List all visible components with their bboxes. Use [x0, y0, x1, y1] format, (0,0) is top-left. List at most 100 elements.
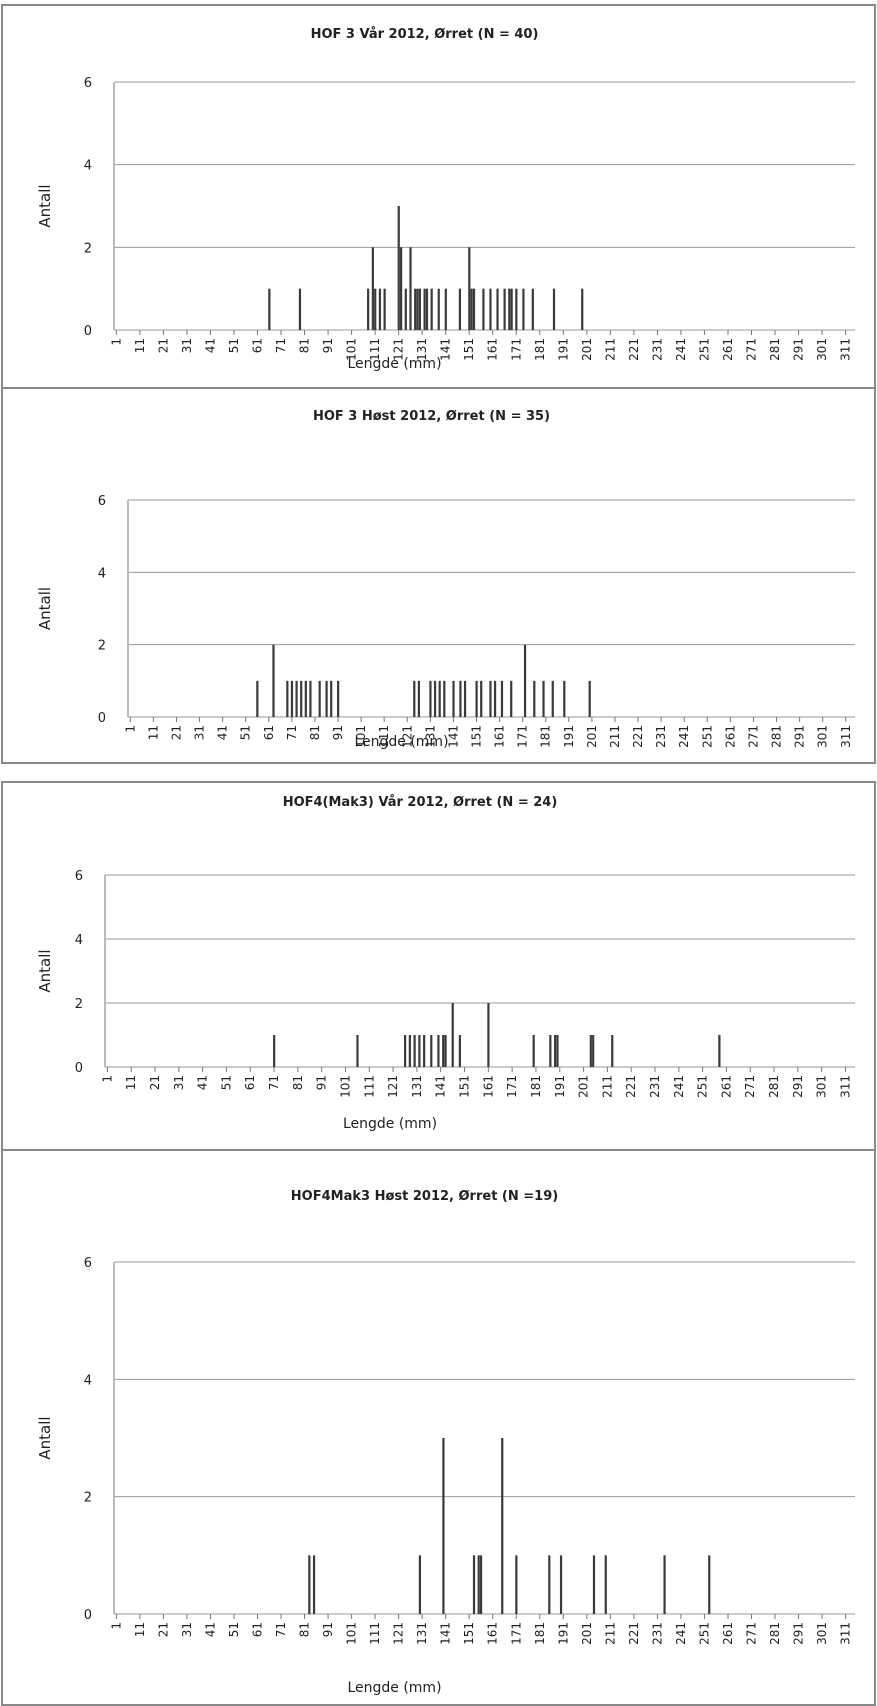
y-axis-label: Antall [36, 949, 54, 992]
bar [444, 288, 447, 330]
x-tick-label: 71 [267, 1075, 281, 1090]
x-tick-label: 21 [156, 338, 170, 353]
chart-title: HOF4(Mak3) Vår 2012, Ørret (N = 24) [283, 795, 558, 810]
x-tick-label: 271 [744, 1622, 758, 1645]
x-tick-label: 231 [650, 338, 664, 361]
y-axis-label: Antall [36, 587, 54, 630]
bar [480, 680, 483, 717]
x-tick-label: 221 [631, 725, 645, 748]
chart-title: HOF4Mak3 Høst 2012, Ørret (N =19) [291, 1189, 558, 1204]
x-tick-label: 51 [219, 1075, 233, 1090]
x-tick-label: 81 [308, 725, 322, 740]
bar [533, 680, 536, 717]
bar [268, 288, 271, 330]
bar [272, 644, 275, 717]
x-tick-label: 11 [133, 338, 147, 353]
x-tick-label: 181 [533, 338, 547, 361]
bar [300, 680, 303, 717]
bar [429, 680, 432, 717]
x-tick-label: 311 [838, 1075, 852, 1098]
x-tick-label: 291 [792, 338, 806, 361]
bar [549, 1035, 552, 1067]
bar [290, 680, 294, 717]
x-tick-label: 41 [203, 338, 217, 353]
bar [531, 288, 534, 330]
x-tick-label: 51 [227, 1622, 241, 1637]
x-tick-label: 311 [839, 1622, 853, 1645]
bar [523, 644, 527, 717]
x-tick-label: 131 [423, 725, 437, 748]
x-tick-label: 71 [274, 1622, 288, 1637]
x-tick-label: 161 [493, 725, 507, 748]
x-tick-label: 161 [486, 338, 500, 361]
x-tick-label: 11 [124, 1075, 138, 1090]
bar [501, 1438, 504, 1614]
y-axis-label: Antall [36, 184, 54, 227]
x-tick-label: 251 [697, 1622, 711, 1645]
x-tick-label: 211 [603, 1622, 617, 1645]
x-tick-label: 261 [721, 1622, 735, 1645]
x-tick-label: 251 [696, 1075, 710, 1098]
bar [479, 1555, 483, 1614]
x-tick-label: 141 [439, 1622, 453, 1645]
x-tick-label: 311 [839, 338, 853, 361]
x-tick-label: 1 [109, 338, 123, 346]
bar [418, 288, 422, 330]
bar [588, 680, 591, 717]
x-tick-label: 261 [719, 1075, 733, 1098]
y-tick-label: 4 [84, 1373, 92, 1388]
x-tick-label: 301 [815, 1075, 829, 1098]
bar [663, 1555, 666, 1614]
bar [489, 680, 492, 717]
bar [430, 288, 433, 330]
bar [413, 680, 416, 717]
x-tick-label: 11 [146, 725, 160, 740]
bar [463, 680, 467, 717]
x-tick-label: 81 [298, 338, 312, 353]
y-tick-label: 2 [84, 1491, 92, 1506]
bar [308, 1555, 311, 1614]
bar [438, 680, 441, 717]
x-tick-label: 171 [509, 338, 523, 361]
panel-frame [1, 387, 876, 764]
x-axis-label: Lengde (mm) [347, 356, 441, 372]
x-tick-label: 191 [556, 338, 570, 361]
x-tick-label: 201 [580, 1622, 594, 1645]
bar [452, 680, 455, 717]
bar [515, 288, 518, 330]
y-tick-label: 2 [98, 639, 106, 654]
bar [399, 247, 403, 330]
bar [423, 288, 426, 330]
y-tick-label: 0 [84, 324, 92, 339]
x-axis-label: Lengde (mm) [347, 1680, 441, 1696]
x-tick-label: 281 [767, 1075, 781, 1098]
x-tick-label: 71 [274, 338, 288, 353]
bar [423, 1035, 426, 1067]
bar [496, 288, 499, 330]
bar [433, 680, 437, 717]
bar [418, 1035, 421, 1067]
y-tick-label: 0 [84, 1608, 92, 1623]
x-tick-label: 231 [648, 1075, 662, 1098]
x-tick-label: 121 [400, 725, 414, 748]
bar [256, 680, 259, 717]
x-tick-label: 191 [556, 1622, 570, 1645]
x-axis-label: Lengde (mm) [343, 1116, 437, 1132]
x-tick-label: 281 [768, 338, 782, 361]
bar [413, 1035, 416, 1067]
bar [408, 1035, 411, 1067]
x-tick-label: 211 [600, 1075, 614, 1098]
y-tick-label: 4 [84, 159, 92, 174]
bar [542, 680, 545, 717]
bar [470, 288, 473, 330]
x-tick-label: 251 [697, 338, 711, 361]
y-tick-label: 0 [75, 1061, 83, 1076]
x-tick-label: 291 [792, 1622, 806, 1645]
bar [472, 1555, 476, 1614]
x-tick-label: 261 [721, 338, 735, 361]
bar [295, 680, 298, 717]
y-tick-label: 6 [98, 494, 106, 509]
y-tick-label: 4 [75, 933, 83, 948]
x-tick-label: 51 [239, 725, 253, 740]
